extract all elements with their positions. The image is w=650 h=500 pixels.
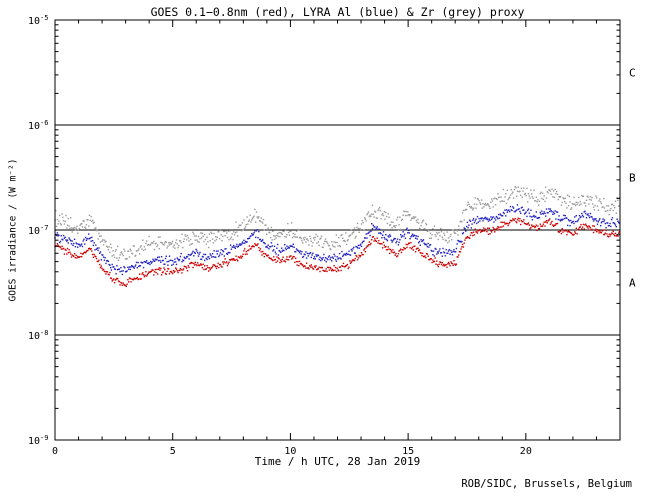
credit-text: ROB/SIDC, Brussels, Belgium: [461, 478, 632, 490]
x-tick-label: 0: [52, 446, 58, 457]
series-grey-points: [54, 186, 621, 261]
flare-class-label: B: [629, 172, 636, 185]
y-tick-label: 10-5: [28, 14, 48, 27]
flare-class-boundary-lines: [55, 124, 620, 336]
y-tick-label: 10-9: [28, 434, 48, 447]
x-tick-label: 15: [402, 446, 414, 457]
series-blue-points: [54, 204, 621, 276]
x-tick-label: 10: [284, 446, 296, 457]
x-tick-label: 20: [520, 446, 532, 457]
flare-class-label: C: [629, 67, 636, 80]
chart-title: GOES 0.1−0.8nm (red), LYRA Al (blue) & Z…: [150, 5, 525, 19]
flare-class-label: A: [629, 277, 636, 290]
tick-marks: [54, 19, 621, 441]
y-tick-label: 10-7: [28, 224, 48, 237]
tick-labels: 10-9 10-8 10-7 10-6 10-5 0 5 10 15 20 C B A: [28, 14, 636, 457]
x-tick-label: 5: [170, 446, 176, 457]
x-axis-label: Time / h UTC, 28 Jan 2019: [254, 455, 421, 468]
series-red-points: [54, 217, 621, 287]
y-axis-label: GOES irradiance / (W m⁻²): [7, 158, 19, 302]
y-tick-label: 10-8: [28, 329, 48, 342]
y-tick-label: 10-6: [28, 119, 48, 132]
